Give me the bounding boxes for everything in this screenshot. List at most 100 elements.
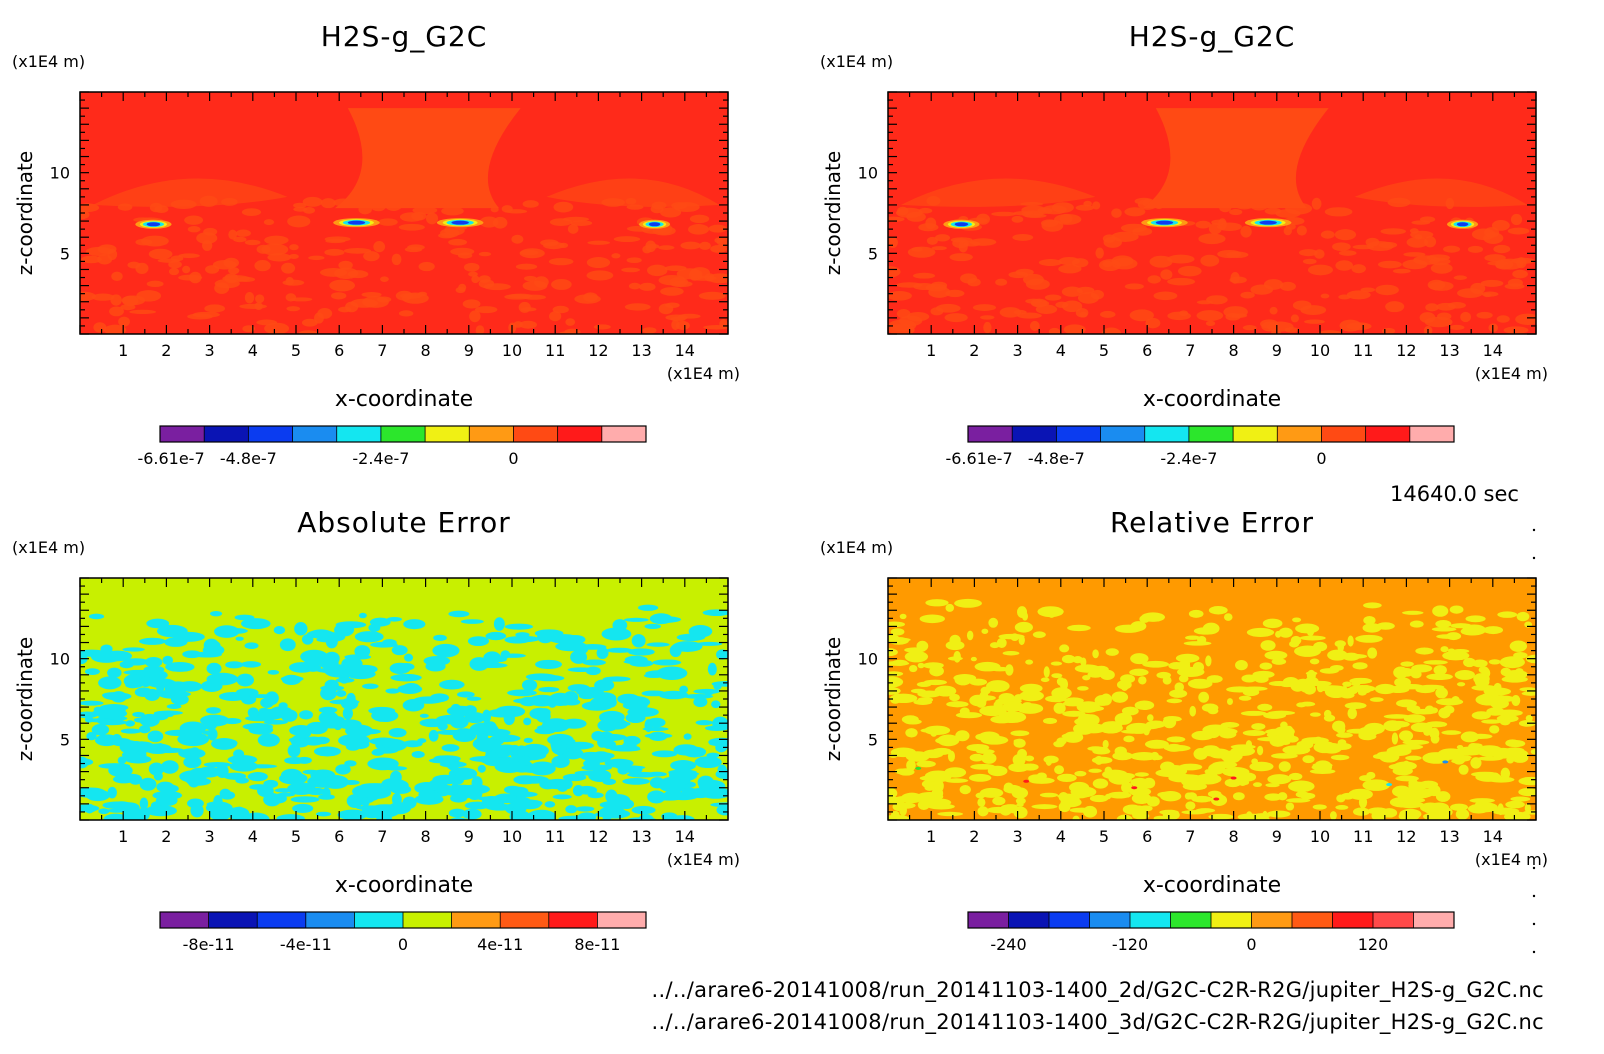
contour-blob [1362, 623, 1382, 633]
contour-blob [91, 293, 115, 301]
contour-blob [1235, 659, 1248, 671]
contour-blob [631, 805, 656, 815]
contour-blob [144, 656, 163, 668]
contour-blob [944, 778, 969, 783]
contour-blob [294, 622, 308, 636]
contour-blob [1023, 273, 1044, 286]
contour-blob [1031, 804, 1058, 810]
x-tick-label: 2 [161, 341, 171, 360]
contour-blob [1008, 271, 1029, 279]
contour-blob [1194, 773, 1222, 785]
contour-blob [1105, 648, 1119, 656]
contour-blob [276, 814, 305, 820]
minimum-core [1456, 222, 1469, 227]
contour-blob [433, 634, 447, 641]
contour-blob [156, 680, 165, 693]
contour-blob [1185, 635, 1201, 640]
contour-blob [1025, 659, 1034, 665]
contour-blob [1288, 780, 1315, 793]
contour-blob [520, 743, 549, 758]
y-unit-label: (x1E4 m) [12, 538, 85, 557]
contour-blob [1178, 674, 1189, 683]
contour-blob [565, 805, 578, 814]
contour-blob [1493, 682, 1502, 692]
contour-blob [1369, 697, 1384, 702]
contour-blob [1004, 712, 1011, 717]
contour-blob [119, 740, 140, 754]
contour-spot [1023, 779, 1030, 783]
y-tick-label: 10 [50, 650, 70, 669]
x-tick-label: 7 [377, 341, 387, 360]
contour-blob [475, 325, 485, 334]
contour-blob [1100, 693, 1112, 706]
contour-blob [464, 801, 491, 810]
contour-blob [254, 260, 271, 272]
contour-blob [1454, 669, 1475, 680]
contour-blob [913, 272, 936, 279]
contour-blob [1067, 624, 1091, 632]
contour-blob [1347, 707, 1358, 720]
contour-blob [1327, 649, 1348, 661]
contour-blob [1153, 815, 1167, 820]
chart-panel-4: Relative Error(x1E4 m)1 2 3 4 5 6 7 8 9 10 11 12 13 1… [820, 506, 1548, 954]
contour-blob [570, 220, 593, 226]
contour-blob [120, 304, 136, 311]
colorbar-swatch [469, 426, 514, 442]
chart-title: H2S-g_G2C [321, 20, 488, 53]
contour-blob [1017, 312, 1042, 319]
contour-blob [907, 246, 936, 258]
colorbar-swatch [1089, 912, 1131, 928]
contour-blob [1396, 699, 1417, 708]
contour-blob [439, 679, 465, 690]
contour-blob [1386, 745, 1412, 756]
contour-blob [1300, 305, 1327, 315]
contour-blob [228, 267, 240, 275]
contour-blob [493, 793, 517, 804]
x-tick-label: 12 [588, 341, 608, 360]
contour-blob [1053, 702, 1066, 714]
contour-blob [1408, 781, 1429, 791]
contour-blob [1430, 262, 1453, 274]
y-unit-label: (x1E4 m) [12, 52, 85, 71]
contour-blob [1082, 714, 1100, 726]
contour-blob [606, 647, 633, 653]
contour-blob [1460, 311, 1472, 323]
contour-blob [404, 653, 414, 662]
contour-blob [1226, 251, 1249, 259]
contour-blob [206, 672, 239, 686]
contour-blob [1516, 611, 1530, 622]
contour-blob [503, 785, 522, 794]
contour-blob [1079, 311, 1088, 318]
contour-blob [390, 673, 422, 682]
contour-blob [1299, 701, 1316, 707]
contour-blob [1489, 725, 1500, 734]
contour-blob [1360, 287, 1376, 293]
contour-blob [1138, 676, 1147, 685]
contour-blob [1457, 288, 1484, 298]
contour-blob [949, 253, 973, 262]
contour-blob [1363, 602, 1382, 609]
contour-blob [525, 800, 543, 807]
colorbar-swatch [380, 426, 426, 442]
contour-blob [1285, 798, 1311, 803]
contour-blob [1333, 742, 1352, 751]
contour-blob [509, 791, 538, 798]
minimum-core [146, 222, 161, 227]
contour-blob [354, 631, 384, 643]
contour-blob [1013, 738, 1026, 748]
contour-blob [888, 637, 911, 643]
contour-blob [711, 700, 721, 709]
contour-blob [86, 732, 97, 741]
contour-blob [918, 223, 939, 232]
contour-blob [1442, 705, 1455, 714]
contour-blob [166, 704, 182, 710]
contour-blob [551, 279, 572, 290]
contour-blob [501, 205, 513, 213]
contour-blob [1307, 264, 1333, 276]
contour-blob [1083, 200, 1092, 207]
contour-blob [1240, 710, 1267, 716]
contour-blob [287, 782, 316, 795]
contour-blob [1509, 640, 1528, 652]
contour-blob [669, 280, 693, 288]
contour-blob [1274, 726, 1295, 738]
